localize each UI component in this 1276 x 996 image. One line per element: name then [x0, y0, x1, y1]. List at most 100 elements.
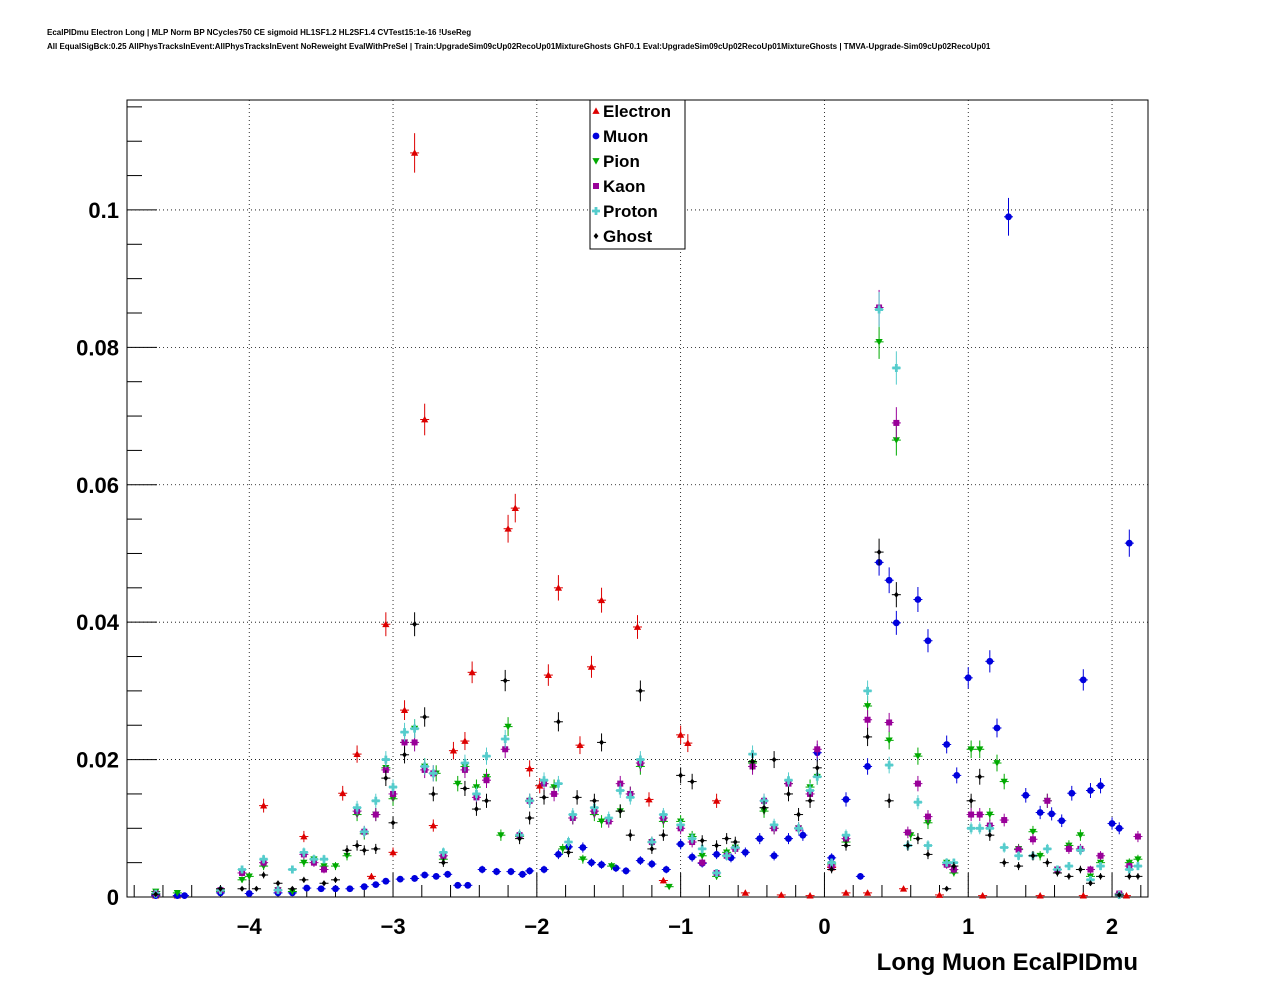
data-point-electron	[468, 668, 476, 676]
data-point-electron	[504, 525, 512, 532]
data-point-kaon	[502, 746, 509, 753]
data-point-ghost	[1016, 863, 1021, 870]
data-point-electron	[712, 797, 721, 804]
data-point-muon	[181, 892, 188, 900]
data-point-electron	[1122, 892, 1131, 899]
data-point-electron	[806, 892, 814, 899]
data-point-electron	[544, 671, 552, 678]
data-point-ghost	[333, 876, 338, 883]
data-point-kaon	[914, 780, 921, 787]
data-point-pion	[1000, 778, 1008, 786]
data-point-proton	[892, 363, 901, 372]
data-point-pion	[1029, 828, 1037, 836]
legend-label-proton: Proton	[603, 202, 658, 221]
data-point-pion	[608, 863, 616, 870]
data-point-proton	[1043, 844, 1052, 853]
data-series	[151, 133, 1143, 900]
data-point-ghost	[402, 751, 407, 758]
data-point-ghost	[649, 845, 655, 852]
y-tick-labels: 0 0.02 0.04 0.06 0.08 0.1	[76, 198, 120, 910]
data-point-proton	[420, 762, 429, 771]
data-point-ghost	[905, 842, 911, 849]
data-point-ghost	[678, 772, 684, 779]
data-point-ghost	[502, 677, 508, 684]
grid-lines	[127, 100, 1148, 897]
data-point-proton	[712, 868, 721, 877]
data-point-electron	[777, 891, 785, 898]
data-point-ghost	[1066, 873, 1072, 880]
data-point-proton	[975, 824, 984, 833]
data-point-pion	[504, 723, 512, 731]
data-point-muon	[713, 851, 720, 858]
data-point-pion	[173, 889, 181, 897]
data-point-proton	[1000, 843, 1009, 852]
data-point-proton	[439, 848, 448, 857]
data-point-pion	[892, 437, 900, 444]
y-tick-label: 0.08	[76, 335, 119, 360]
data-point-ghost	[1078, 866, 1083, 873]
data-point-ghost	[566, 849, 571, 856]
data-point-kaon	[1134, 833, 1141, 840]
data-point-kaon	[1065, 845, 1072, 852]
data-point-proton	[353, 803, 362, 812]
data-point-muon	[1005, 213, 1012, 221]
data-point-muon	[464, 881, 472, 889]
data-point-muon	[346, 885, 354, 893]
series-proton	[151, 292, 1143, 899]
data-point-muon	[411, 875, 419, 882]
data-point-proton	[875, 305, 884, 314]
data-point-electron	[587, 663, 596, 670]
data-point-kaon	[1015, 846, 1022, 853]
y-tick-label: 0.06	[76, 473, 119, 498]
data-point-muon	[432, 872, 440, 880]
data-point-proton	[1096, 862, 1105, 871]
data-point-pion	[597, 818, 606, 826]
data-point-proton	[540, 776, 549, 785]
data-point-proton	[1086, 875, 1095, 884]
data-point-electron	[1079, 892, 1087, 899]
data-point-proton	[564, 838, 573, 847]
legend-marker-muon	[592, 132, 600, 140]
data-point-proton	[923, 841, 932, 850]
data-point-muon	[856, 872, 864, 880]
data-point-proton	[731, 843, 740, 852]
data-point-electron	[536, 782, 544, 789]
data-point-electron	[382, 620, 390, 628]
data-point-ghost	[724, 835, 730, 842]
data-point-pion	[914, 753, 922, 760]
data-point-muon	[444, 870, 452, 878]
series-pion	[151, 324, 1143, 899]
data-point-kaon	[1044, 797, 1051, 804]
data-point-ghost	[968, 797, 974, 804]
data-point-pion	[497, 832, 505, 839]
data-point-muon	[648, 860, 656, 868]
y-tick-label: 0.04	[76, 610, 120, 635]
y-tick-label: 0	[107, 885, 119, 910]
data-point-muon	[382, 877, 390, 885]
data-point-muon	[756, 835, 764, 842]
data-point-ghost	[689, 778, 695, 785]
data-point-muon	[555, 851, 562, 858]
data-point-muon	[964, 674, 972, 682]
data-point-proton	[688, 834, 697, 843]
data-point-ghost	[289, 885, 295, 892]
data-point-electron	[899, 885, 908, 892]
data-point-muon	[885, 576, 893, 584]
data-point-electron	[300, 832, 308, 840]
data-point-kaon	[864, 716, 871, 723]
data-point-ghost	[422, 713, 428, 720]
data-point-ghost	[750, 758, 755, 765]
data-point-proton	[1133, 862, 1142, 871]
data-point-proton	[360, 827, 369, 836]
data-point-proton	[863, 686, 872, 695]
data-point-kaon	[814, 746, 821, 753]
data-point-proton	[698, 844, 707, 853]
data-point-ghost	[1116, 891, 1122, 898]
data-point-kaon	[886, 719, 893, 726]
data-point-pion	[1134, 856, 1142, 863]
data-point-muon	[828, 854, 836, 862]
data-point-muon	[540, 866, 548, 873]
data-point-kaon	[968, 811, 975, 818]
data-point-muon	[986, 657, 994, 665]
data-point-pion	[300, 859, 308, 867]
